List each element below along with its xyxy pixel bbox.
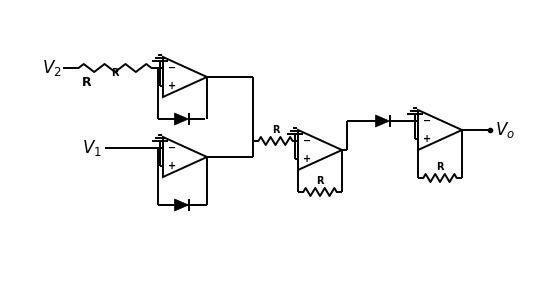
Text: R: R: [82, 76, 92, 88]
Polygon shape: [376, 115, 390, 127]
Text: +: +: [168, 161, 176, 171]
Polygon shape: [174, 199, 189, 211]
Text: R: R: [272, 125, 279, 135]
Text: −: −: [168, 63, 176, 73]
Text: −: −: [168, 143, 176, 153]
Text: +: +: [168, 81, 176, 91]
Text: $V_1$: $V_1$: [82, 138, 102, 158]
Text: R: R: [436, 162, 444, 172]
Text: +: +: [303, 154, 311, 164]
Polygon shape: [174, 113, 189, 125]
Text: −: −: [423, 116, 431, 126]
Text: +: +: [423, 134, 431, 144]
Text: −: −: [303, 136, 311, 146]
Text: $V_o$: $V_o$: [495, 120, 515, 140]
Text: $V_2$: $V_2$: [42, 58, 62, 78]
Text: R: R: [111, 68, 119, 78]
Text: R: R: [316, 176, 324, 186]
